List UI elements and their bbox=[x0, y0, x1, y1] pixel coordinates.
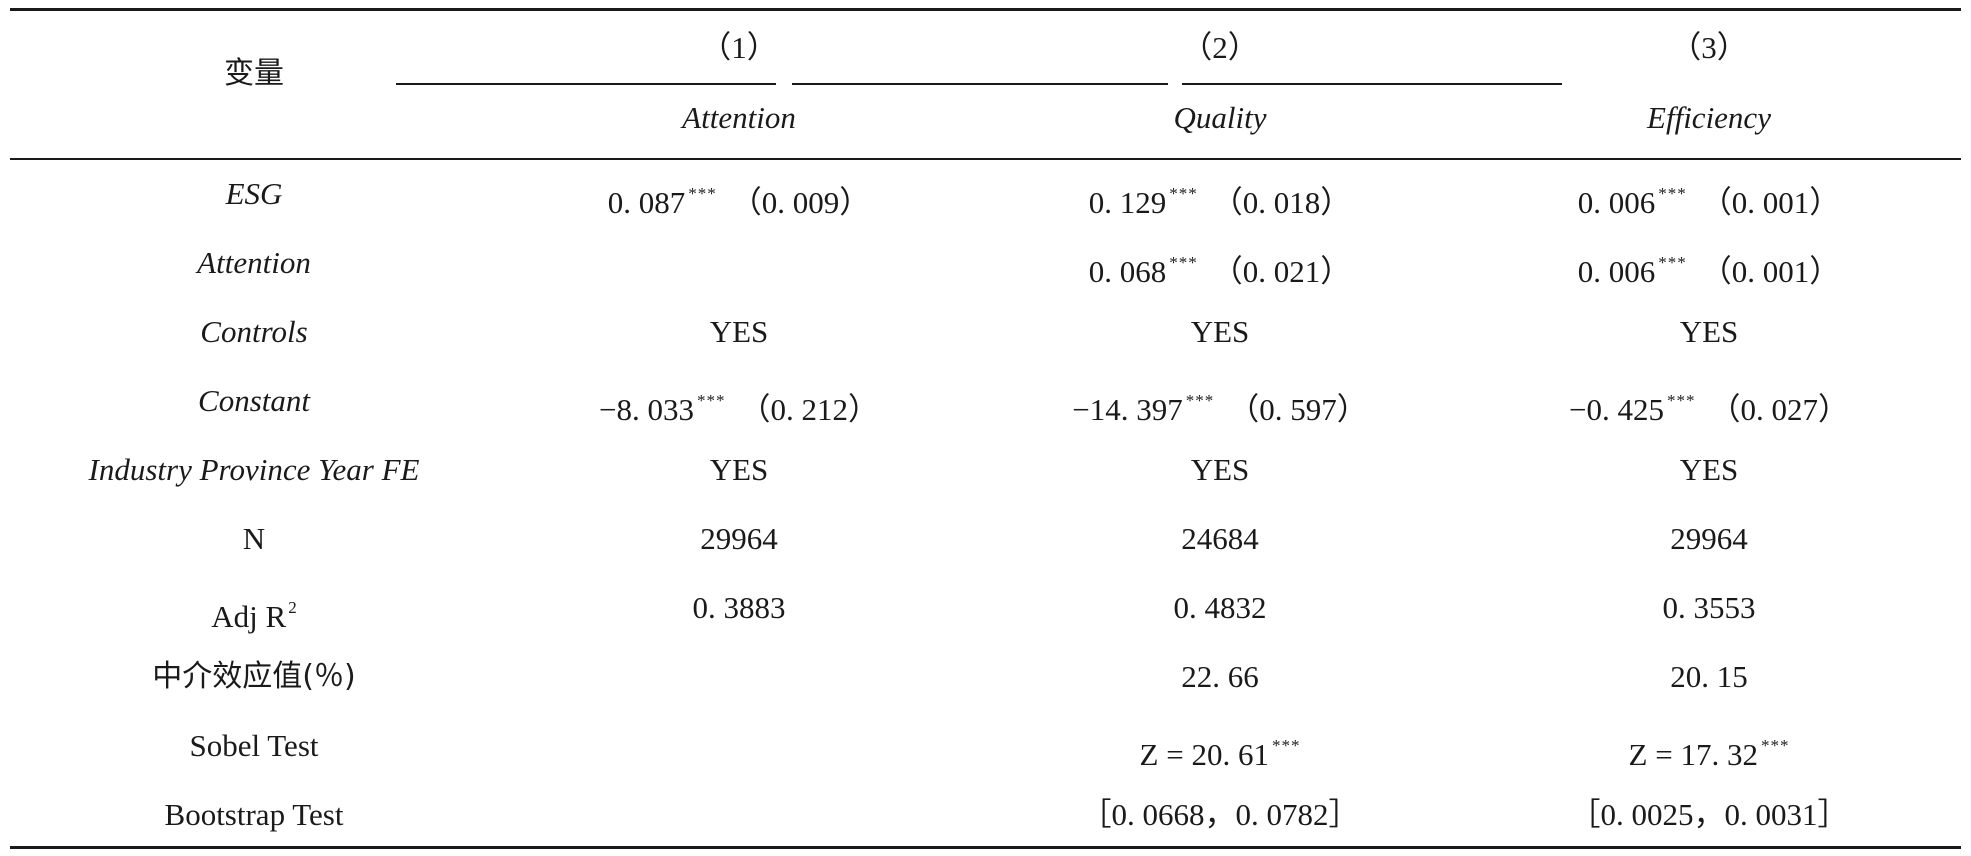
significance-stars: *** bbox=[1169, 253, 1198, 272]
coef: −0. 425 bbox=[1569, 392, 1664, 427]
row-label-controls: Controls bbox=[200, 314, 308, 349]
std-error: （0. 009） bbox=[730, 185, 871, 220]
coef: 0. 006 bbox=[1577, 254, 1656, 289]
n-col1-cell: 29964 bbox=[700, 521, 778, 556]
controls-col3-cell: YES bbox=[1679, 314, 1739, 349]
significance-stars: *** bbox=[696, 391, 726, 410]
std-error: （0. 001） bbox=[1700, 185, 1841, 220]
adj-r-text: Adj R bbox=[211, 599, 287, 634]
header-col1-dependent: Attention bbox=[682, 100, 796, 135]
esg-col1-cell: 0. 087 *** （0. 009） bbox=[494, 174, 984, 223]
row-label-n: N bbox=[242, 521, 266, 556]
header-col2-underline bbox=[792, 83, 1168, 85]
constant-col2-cell: −14. 397 *** （0. 597） bbox=[975, 381, 1465, 430]
attention-col3-cell: 0. 006 *** （0. 001） bbox=[1464, 243, 1954, 292]
constant-col3-cell: −0. 425 *** （0. 027） bbox=[1464, 381, 1954, 430]
fe-col3-cell: YES bbox=[1679, 452, 1739, 487]
significance-stars: *** bbox=[1271, 736, 1301, 755]
bottom-rule bbox=[10, 846, 1961, 849]
fe-col2-cell: YES bbox=[1190, 452, 1250, 487]
coef: 0. 006 bbox=[1577, 185, 1656, 220]
coef: 0. 068 bbox=[1088, 254, 1167, 289]
coef: 0. 129 bbox=[1088, 185, 1167, 220]
std-error: （0. 018） bbox=[1211, 185, 1352, 220]
significance-stars: *** bbox=[1169, 184, 1198, 203]
controls-col1-cell: YES bbox=[709, 314, 769, 349]
adjr2-col2-cell: 0. 4832 bbox=[1173, 590, 1267, 625]
significance-stars: *** bbox=[1666, 391, 1696, 410]
n-col2-cell: 24684 bbox=[1181, 521, 1259, 556]
header-col3-number: （3） bbox=[1670, 30, 1748, 65]
sobel-col3-cell: Z = 17. 32 *** bbox=[1464, 726, 1954, 775]
sobel-col2-cell: Z = 20. 61 *** bbox=[975, 726, 1465, 775]
n-col3-cell: 29964 bbox=[1670, 521, 1748, 556]
attention-col2-cell: 0. 068 *** （0. 021） bbox=[975, 243, 1465, 292]
significance-stars: *** bbox=[1185, 391, 1215, 410]
header-col1-number: （1） bbox=[700, 30, 778, 65]
row-label-constant: Constant bbox=[198, 383, 310, 418]
significance-stars: *** bbox=[1760, 736, 1790, 755]
row-label-sobel-test: Sobel Test bbox=[189, 728, 319, 763]
std-error: （0. 212） bbox=[739, 392, 879, 427]
header-col1-underline bbox=[396, 83, 776, 85]
z-value: Z = 17. 32 bbox=[1628, 737, 1758, 772]
significance-stars: *** bbox=[1658, 184, 1687, 203]
coef: −14. 397 bbox=[1072, 392, 1183, 427]
mediation-col2-cell: 22. 66 bbox=[1181, 659, 1259, 694]
header-col2-number: （2） bbox=[1181, 30, 1259, 65]
std-error: （0. 021） bbox=[1211, 254, 1352, 289]
adjr2-col1-cell: 0. 3883 bbox=[692, 590, 786, 625]
std-error: （0. 001） bbox=[1700, 254, 1841, 289]
row-label-attention: Attention bbox=[197, 245, 311, 280]
header-col3-underline bbox=[1182, 83, 1562, 85]
row-label-mediation-effect: 中介效应值(％) bbox=[152, 659, 356, 694]
adjr2-col3-cell: 0. 3553 bbox=[1662, 590, 1756, 625]
z-value: Z = 20. 61 bbox=[1139, 737, 1269, 772]
header-col2-dependent: Quality bbox=[1173, 100, 1267, 135]
row-label-fixed-effects: Industry Province Year FE bbox=[88, 452, 420, 487]
esg-col3-cell: 0. 006 *** （0. 001） bbox=[1464, 174, 1954, 223]
controls-col2-cell: YES bbox=[1190, 314, 1250, 349]
constant-col1-cell: −8. 033 *** （0. 212） bbox=[494, 381, 984, 430]
header-col3-dependent: Efficiency bbox=[1647, 100, 1771, 135]
row-label-esg: ESG bbox=[225, 176, 283, 211]
coef: 0. 087 bbox=[607, 185, 686, 220]
std-error: （0. 597） bbox=[1228, 392, 1368, 427]
header-rule bbox=[10, 158, 1961, 160]
std-error: （0. 027） bbox=[1709, 392, 1849, 427]
bootstrap-col2-cell: ［0. 0668，0. 0782］ bbox=[1080, 797, 1360, 832]
esg-col2-cell: 0. 129 *** （0. 018） bbox=[975, 174, 1465, 223]
significance-stars: *** bbox=[1658, 253, 1687, 272]
fe-col1-cell: YES bbox=[709, 452, 769, 487]
bootstrap-col3-cell: ［0. 0025，0. 0031］ bbox=[1569, 797, 1849, 832]
significance-stars: *** bbox=[688, 184, 717, 203]
mediation-col3-cell: 20. 15 bbox=[1670, 659, 1748, 694]
row-label-bootstrap-test: Bootstrap Test bbox=[164, 797, 344, 832]
header-variable-label: 变量 bbox=[224, 56, 284, 91]
squared-superscript: 2 bbox=[288, 598, 297, 617]
top-rule bbox=[10, 8, 1961, 11]
coef: −8. 033 bbox=[599, 392, 694, 427]
